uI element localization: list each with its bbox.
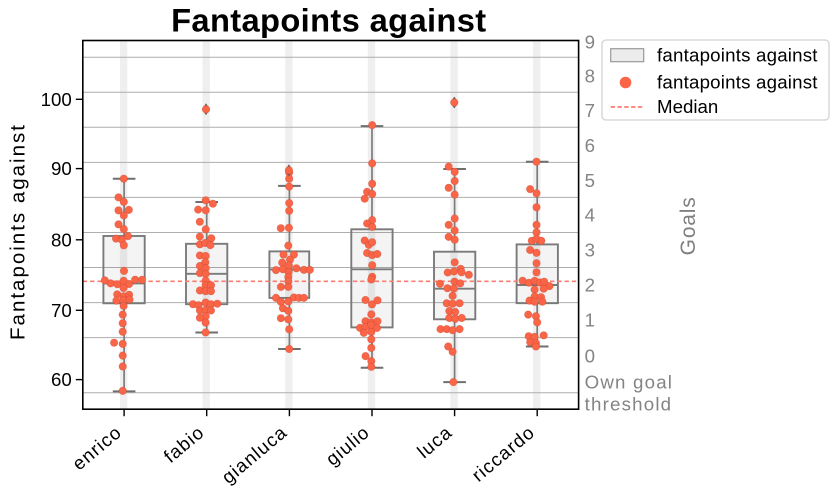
- svg-text:9: 9: [585, 32, 595, 53]
- svg-text:Fantapoints against: Fantapoints against: [7, 123, 30, 340]
- svg-text:3: 3: [585, 239, 595, 260]
- svg-text:5: 5: [585, 170, 595, 191]
- svg-text:90: 90: [51, 158, 72, 179]
- svg-text:Fantapoints against: Fantapoints against: [171, 1, 486, 38]
- svg-text:8: 8: [585, 66, 595, 87]
- svg-text:Median: Median: [657, 96, 718, 117]
- svg-text:7: 7: [585, 100, 595, 121]
- svg-text:0: 0: [585, 346, 595, 367]
- svg-text:Own goal: Own goal: [585, 372, 674, 393]
- svg-text:Goals: Goals: [677, 196, 700, 255]
- svg-text:4: 4: [585, 205, 595, 226]
- svg-text:fantapoints against: fantapoints against: [657, 45, 818, 66]
- svg-text:2: 2: [585, 274, 595, 295]
- svg-text:6: 6: [585, 135, 595, 156]
- svg-text:1: 1: [585, 309, 595, 330]
- svg-text:fantapoints against: fantapoints against: [657, 71, 818, 92]
- svg-text:100: 100: [41, 89, 72, 110]
- svg-text:70: 70: [51, 300, 72, 321]
- svg-text:threshold: threshold: [585, 394, 673, 415]
- svg-text:80: 80: [51, 229, 72, 250]
- svg-text:60: 60: [51, 369, 72, 390]
